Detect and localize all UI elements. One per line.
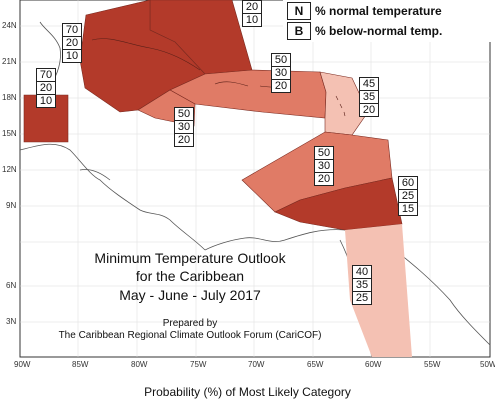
lat-tick: 18N: [2, 93, 17, 102]
lon-tick: 50W: [480, 360, 495, 369]
prob-value: 40: [353, 266, 371, 279]
legend-key-normal: N: [287, 2, 311, 20]
organization: The Caribbean Regional Climate Outlook F…: [58, 330, 322, 341]
prob-value: 25: [399, 190, 417, 203]
region-southern-caribbean: [274, 177, 403, 231]
prob-value: 70: [63, 24, 81, 37]
lon-tick: 60W: [365, 360, 382, 369]
prob-value: 35: [353, 279, 371, 292]
legend-text-below: % below-normal temp.: [315, 24, 443, 38]
prob-label-guianas: 40 35 25: [352, 265, 372, 305]
map-title-line3: May - June - July 2017: [119, 287, 261, 303]
prob-label-jamaica: 50 30 20: [174, 107, 194, 147]
forecast-regions: [23, 0, 412, 357]
lon-tick: 85W: [72, 360, 89, 369]
prob-value: 20: [177, 134, 191, 146]
lat-tick: 21N: [2, 57, 17, 66]
prob-value: 35: [360, 91, 378, 104]
prob-value: 50: [175, 108, 193, 121]
prob-value: 45: [360, 78, 378, 91]
prob-value: 50: [272, 54, 290, 67]
legend-text-normal: % normal temperature: [315, 4, 442, 18]
prob-value: 20: [317, 173, 331, 185]
prob-label-belize: 70 20 10: [36, 68, 56, 108]
prob-value: 20: [362, 104, 376, 116]
lon-tick: 80W: [131, 360, 148, 369]
legend-key-below: B: [287, 22, 311, 40]
prob-label-cuba: 70 20 10: [62, 23, 82, 63]
lat-tick: 9N: [6, 201, 17, 210]
prob-value: 30: [315, 160, 333, 173]
prob-value: 70: [37, 69, 55, 82]
map-title-line1: Minimum Temperature Outlook: [94, 250, 286, 266]
prob-value: 20: [37, 82, 55, 95]
prepared-by: Prepared by: [162, 318, 218, 329]
lat-tick: 24N: [2, 21, 17, 30]
lon-tick: 70W: [248, 360, 265, 369]
lon-tick: 55W: [424, 360, 441, 369]
prob-value: 20: [274, 80, 288, 92]
prob-value: 20: [63, 37, 81, 50]
lon-tick: 90W: [14, 360, 31, 369]
footer-caption: Probability (%) of Most Likely Category: [144, 385, 351, 399]
prob-value: 50: [315, 147, 333, 160]
lat-tick: 15N: [2, 129, 17, 138]
prob-value: 60: [399, 177, 417, 190]
lon-tick: 75W: [190, 360, 207, 369]
prob-value: 25: [355, 292, 369, 304]
prob-label-southern-caribbean: 60 25 15: [398, 176, 418, 216]
prob-value: 30: [272, 67, 290, 80]
prob-label-caribbean-sea: 50 30 20: [314, 146, 334, 186]
prob-label-lesser-antilles: 45 35 20: [359, 77, 379, 117]
prob-value: [243, 0, 261, 1]
islands: [91, 38, 346, 117]
map-title-line2: for the Caribbean: [135, 268, 245, 284]
legend: N % normal temperature B % below-normal …: [283, 0, 495, 42]
prob-value: 10: [65, 50, 79, 62]
lon-tick: 65W: [307, 360, 324, 369]
lat-tick: 6N: [6, 281, 17, 290]
prob-value: 10: [245, 14, 259, 26]
lat-tick: 12N: [2, 165, 17, 174]
prob-value: 10: [39, 95, 53, 107]
prob-label-hispaniola: 50 30 20: [271, 53, 291, 93]
region-guianas: [345, 224, 412, 357]
prob-value: 30: [175, 121, 193, 134]
prob-value: 15: [401, 203, 415, 215]
lat-tick: 3N: [6, 317, 17, 326]
prob-value: 20: [243, 1, 261, 14]
prob-label-bahamas: 20 10: [242, 0, 262, 27]
